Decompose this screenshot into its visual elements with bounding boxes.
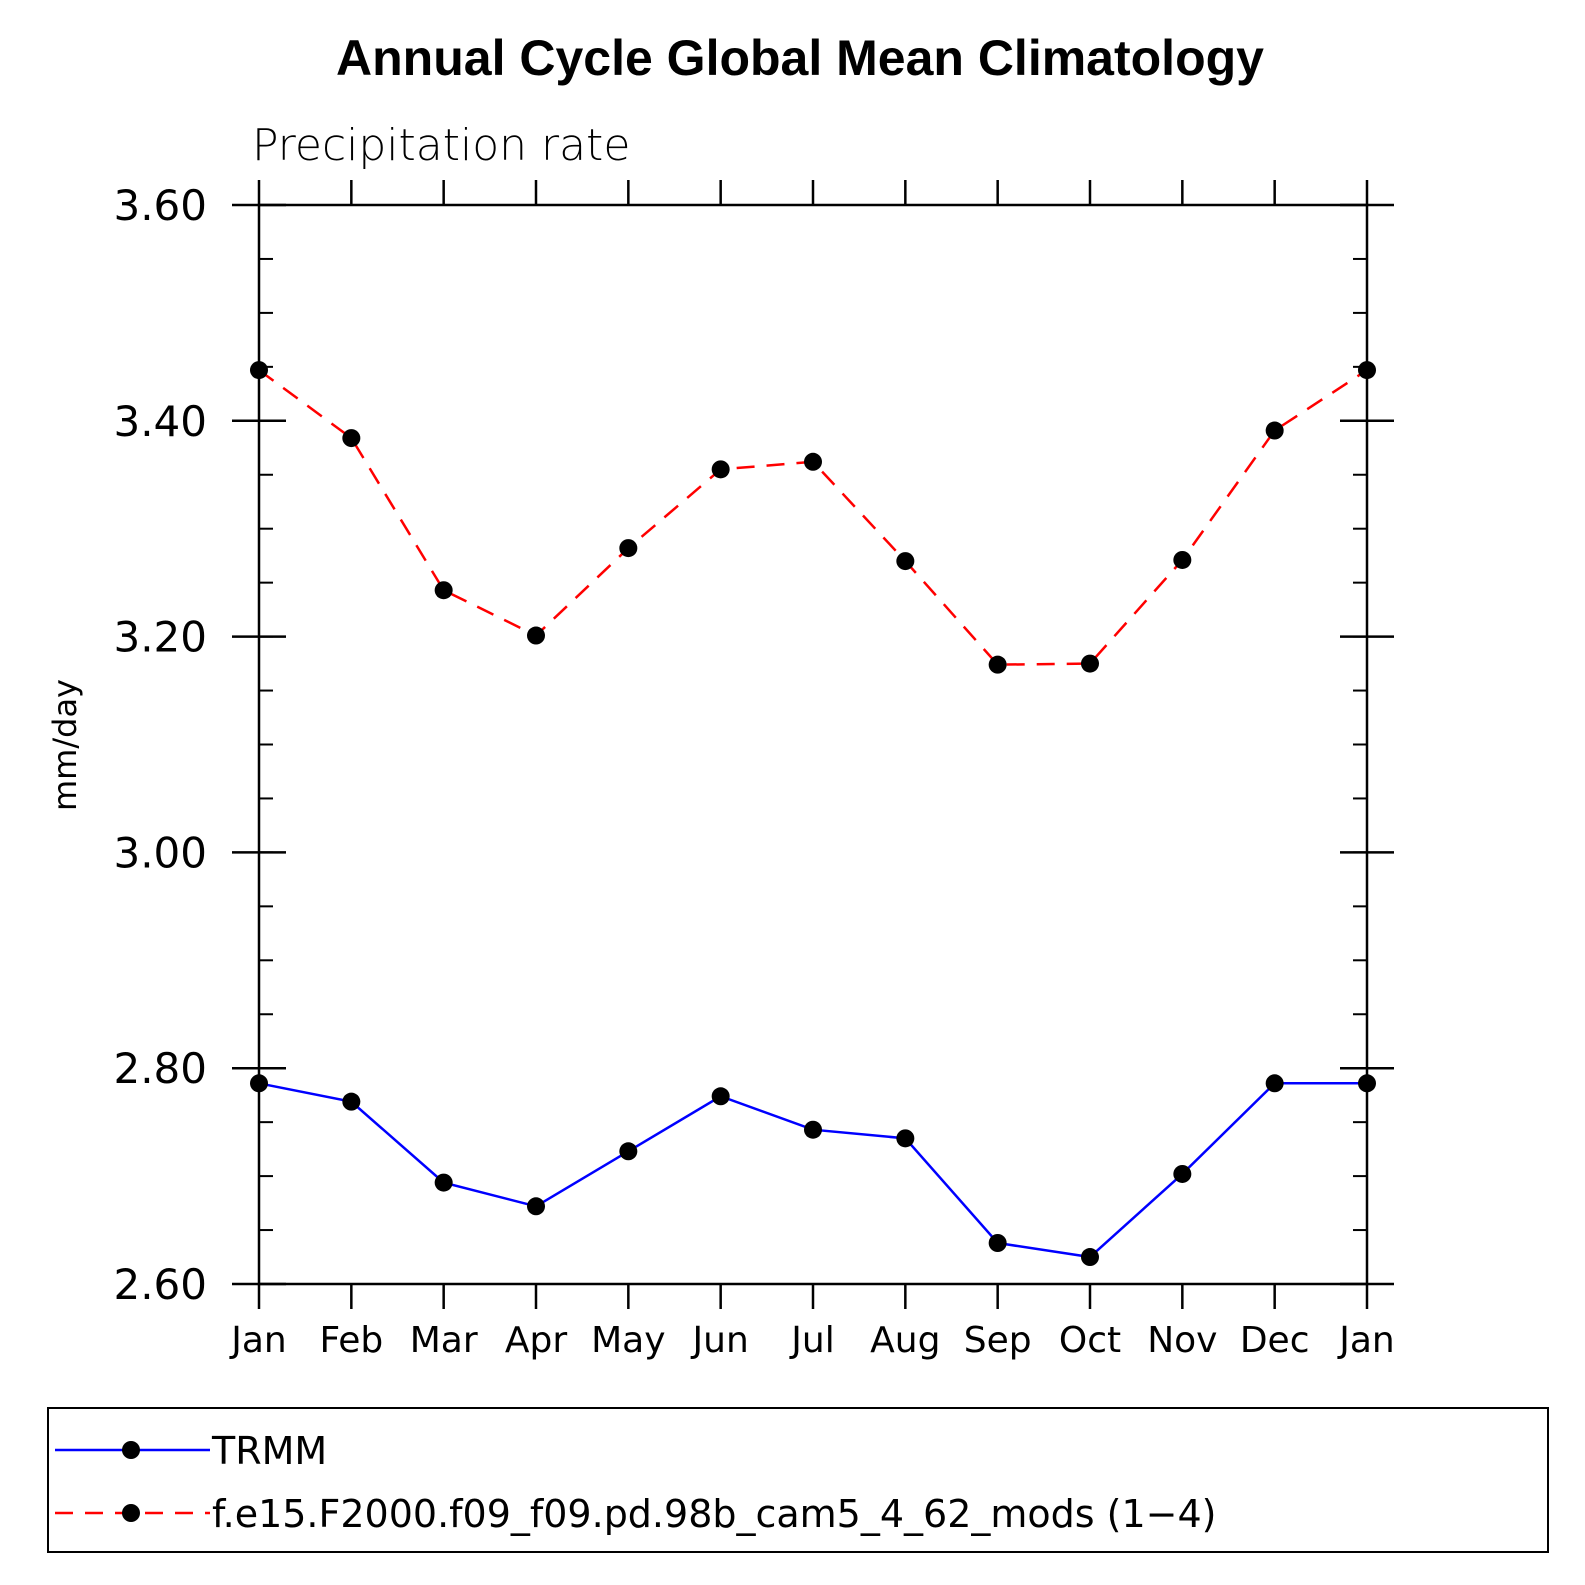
legend-label-0: TRMM xyxy=(211,1429,327,1473)
data-point-series-1 xyxy=(1358,361,1376,380)
data-point-series-1 xyxy=(619,539,638,558)
y-axis-label: mm/day xyxy=(46,679,84,811)
x-tick-label: Jul xyxy=(789,1320,834,1361)
y-tick-label: 3.60 xyxy=(113,181,207,230)
legend: TRMM f.e15.F2000.f09_f09.pd.98b_cam5_4_62… xyxy=(55,1429,1217,1536)
legend-marker-0 xyxy=(122,1441,140,1459)
data-point-series-1 xyxy=(342,429,361,448)
x-tick-label: Dec xyxy=(1240,1320,1310,1361)
data-point-series-0 xyxy=(988,1233,1007,1252)
legend-label-1: f.e15.F2000.f09_f09.pd.98b_cam5_4_62_mod… xyxy=(212,1492,1217,1536)
data-point-series-1 xyxy=(711,460,730,479)
axes: Jan Feb Mar Apr May Jun Jul Aug Sep Oct Nov Dec Jan 2… xyxy=(113,180,1395,1361)
data-point-series-0 xyxy=(619,1142,638,1161)
x-tick-label: Oct xyxy=(1059,1320,1121,1361)
data-point-series-1 xyxy=(527,626,545,645)
data-point-series-0 xyxy=(804,1120,822,1139)
data-point-series-1 xyxy=(1081,654,1099,673)
x-tick-label: Jan xyxy=(229,1320,287,1361)
chart-title: Annual Cycle Global Mean Climatology xyxy=(336,30,1264,86)
data-point-series-0 xyxy=(1081,1248,1099,1267)
data-point-series-0 xyxy=(1265,1074,1284,1093)
x-tick-label: Aug xyxy=(870,1320,940,1361)
data-point-series-1 xyxy=(804,452,822,471)
legend-marker-1 xyxy=(122,1504,140,1522)
data-point-series-0 xyxy=(711,1087,730,1106)
data-point-series-0 xyxy=(1173,1164,1192,1183)
y-tick-label: 2.80 xyxy=(113,1044,207,1093)
data-point-series-0 xyxy=(1358,1074,1376,1093)
data-point-series-1 xyxy=(896,552,915,571)
y-tick-label: 3.00 xyxy=(113,828,207,877)
data-point-series-1 xyxy=(434,581,453,600)
data-point-series-0 xyxy=(896,1129,915,1148)
chart-subtitle: Precipitation rate xyxy=(252,120,630,171)
data-point-series-1 xyxy=(1173,550,1192,569)
data-point-series-0 xyxy=(527,1197,545,1216)
x-tick-label: Apr xyxy=(505,1320,567,1361)
x-tick-label: Jun xyxy=(691,1320,749,1361)
data-point-series-0 xyxy=(342,1092,361,1111)
series-layer xyxy=(250,361,1376,1267)
data-point-series-1 xyxy=(250,361,268,380)
legend-box xyxy=(47,1407,1549,1553)
data-point-series-0 xyxy=(250,1074,268,1093)
series-line-0 xyxy=(258,1082,1367,1259)
x-tick-label: Mar xyxy=(410,1320,478,1361)
y-tick-label: 3.20 xyxy=(113,613,207,662)
x-tick-label: Nov xyxy=(1147,1320,1217,1361)
x-tick-label: Jan xyxy=(1337,1320,1395,1361)
data-point-series-0 xyxy=(434,1173,453,1192)
x-tick-label: May xyxy=(591,1320,665,1361)
data-point-series-1 xyxy=(1265,421,1284,440)
series-line-1 xyxy=(258,369,1368,666)
y-tick-label: 2.60 xyxy=(113,1260,207,1309)
x-tick-label: Sep xyxy=(964,1320,1032,1361)
data-point-series-1 xyxy=(988,655,1007,674)
y-tick-label: 3.40 xyxy=(113,397,207,446)
x-tick-label: Feb xyxy=(319,1320,383,1361)
